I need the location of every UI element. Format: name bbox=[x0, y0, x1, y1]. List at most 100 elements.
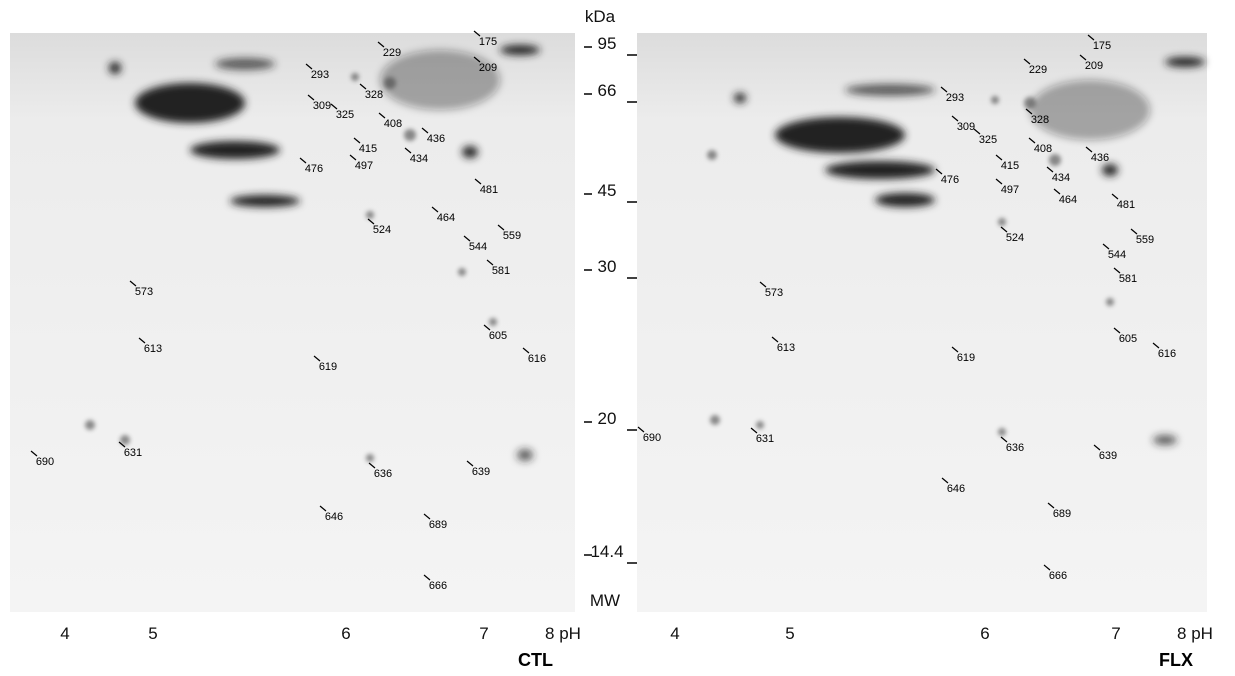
spot-label: 639 bbox=[1099, 450, 1117, 462]
spot-label: 415 bbox=[1001, 160, 1019, 172]
spot-leader bbox=[1079, 54, 1087, 61]
mw-tick-label: 30 bbox=[598, 257, 617, 276]
mw-footer: MW bbox=[590, 591, 620, 610]
spot-label: 524 bbox=[373, 224, 391, 236]
spot-label: 613 bbox=[777, 342, 795, 354]
spot-label: 175 bbox=[1093, 40, 1111, 52]
spot-label: 636 bbox=[1006, 442, 1024, 454]
spot-label: 666 bbox=[429, 580, 447, 592]
spot-label: 309 bbox=[957, 121, 975, 133]
spot-leader bbox=[404, 147, 412, 154]
spot-leader bbox=[473, 30, 481, 37]
spot-leader bbox=[319, 505, 327, 512]
mw-tick-label: 20 bbox=[598, 409, 617, 428]
spot-label: 616 bbox=[528, 353, 546, 365]
mw-tick-label: 45 bbox=[598, 181, 617, 200]
spot-leader bbox=[378, 112, 386, 119]
spot-leader bbox=[935, 168, 943, 175]
spot-leader bbox=[307, 94, 315, 101]
spot-leader bbox=[497, 224, 505, 231]
spot-leader bbox=[421, 127, 429, 134]
spot-leader bbox=[941, 477, 949, 484]
ph-tick-label: 8 pH bbox=[545, 624, 581, 643]
spot-label: 325 bbox=[979, 134, 997, 146]
spot-leader bbox=[1085, 146, 1093, 153]
spot-label: 497 bbox=[1001, 184, 1019, 196]
spot-label: 328 bbox=[365, 89, 383, 101]
spot-label: 573 bbox=[135, 286, 153, 298]
panel-name: CTL bbox=[518, 650, 553, 670]
spot-leader bbox=[367, 218, 375, 225]
spot-label: 631 bbox=[124, 447, 142, 459]
spot-label: 175 bbox=[479, 36, 497, 48]
gel-ctl bbox=[10, 33, 575, 612]
spot-leader bbox=[138, 337, 146, 344]
spot-label: 639 bbox=[472, 466, 490, 478]
spot-leader bbox=[1028, 137, 1036, 144]
spot-label: 581 bbox=[1119, 273, 1137, 285]
spot-leader bbox=[1130, 228, 1138, 235]
ph-tick-label: 5 bbox=[785, 624, 794, 643]
spot-leader bbox=[423, 574, 431, 581]
spot-leader bbox=[1043, 564, 1051, 571]
ph-tick-label: 4 bbox=[60, 624, 69, 643]
ph-tick-label: 6 bbox=[341, 624, 350, 643]
spot-leader bbox=[771, 336, 779, 343]
spot-label: 464 bbox=[1059, 194, 1077, 206]
spot-leader bbox=[759, 281, 767, 288]
spot-leader bbox=[431, 206, 439, 213]
spot-leader bbox=[522, 347, 530, 354]
spot-leader bbox=[1113, 327, 1121, 334]
spot-label: 666 bbox=[1049, 570, 1067, 582]
spot-label: 481 bbox=[480, 184, 498, 196]
spot-label: 573 bbox=[765, 287, 783, 299]
spot-label: 325 bbox=[336, 109, 354, 121]
spot-label: 436 bbox=[1091, 152, 1109, 164]
spot-label: 619 bbox=[319, 361, 337, 373]
ph-tick-label: 7 bbox=[479, 624, 488, 643]
spot-label: 229 bbox=[383, 47, 401, 59]
spot-label: 605 bbox=[489, 330, 507, 342]
spot-leader bbox=[463, 235, 471, 242]
spot-label: 293 bbox=[946, 92, 964, 104]
spot-leader bbox=[1025, 108, 1033, 115]
spot-leader bbox=[359, 83, 367, 90]
spot-label: 631 bbox=[756, 433, 774, 445]
spot-leader bbox=[486, 259, 494, 266]
spot-label: 497 bbox=[355, 160, 373, 172]
spot-label: 464 bbox=[437, 212, 455, 224]
spot-label: 646 bbox=[947, 483, 965, 495]
spot-leader bbox=[368, 462, 376, 469]
spot-leader bbox=[995, 178, 1003, 185]
spot-leader bbox=[349, 154, 357, 161]
spot-label: 408 bbox=[384, 118, 402, 130]
ph-tick-label: 5 bbox=[148, 624, 157, 643]
spot-leader bbox=[1113, 267, 1121, 274]
spot-leader bbox=[951, 115, 959, 122]
spot-leader bbox=[995, 154, 1003, 161]
spot-label: 559 bbox=[1136, 234, 1154, 246]
spot-leader bbox=[305, 63, 313, 70]
spot-label: 209 bbox=[479, 62, 497, 74]
spot-label: 524 bbox=[1006, 232, 1024, 244]
spot-label: 436 bbox=[427, 133, 445, 145]
spot-leader bbox=[473, 56, 481, 63]
spot-label: 605 bbox=[1119, 333, 1137, 345]
spot-leader bbox=[750, 427, 758, 434]
spot-label: 476 bbox=[305, 163, 323, 175]
spot-label: 434 bbox=[410, 153, 428, 165]
spot-label: 619 bbox=[957, 352, 975, 364]
mw-tick-label: 66 bbox=[598, 81, 617, 100]
spot-leader bbox=[423, 513, 431, 520]
spot-leader bbox=[30, 450, 38, 457]
mw-tick-label: 14.4 bbox=[590, 542, 623, 561]
spot-leader bbox=[118, 441, 126, 448]
spot-leader bbox=[353, 137, 361, 144]
spot-label: 309 bbox=[313, 100, 331, 112]
spot-label: 476 bbox=[941, 174, 959, 186]
spot-label: 613 bbox=[144, 343, 162, 355]
spot-leader bbox=[1152, 342, 1160, 349]
spot-leader bbox=[129, 280, 137, 287]
spot-leader bbox=[330, 103, 338, 110]
